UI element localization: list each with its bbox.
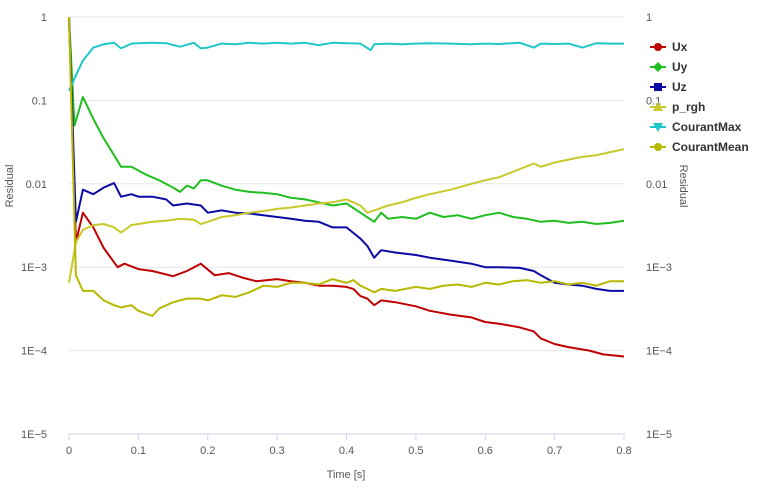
y-tick-label-right: 1E−3 bbox=[646, 262, 672, 274]
legend-marker-square bbox=[654, 83, 662, 91]
y-tick-label-right: 1E−4 bbox=[646, 346, 672, 358]
y-axis-title-left: Residual bbox=[4, 165, 16, 208]
x-tick-label: 0.6 bbox=[478, 445, 493, 457]
y-tick-label-right: 0.01 bbox=[646, 179, 667, 191]
legend-marker-triangle-down bbox=[653, 123, 663, 132]
legend-item-p-rgh[interactable]: p_rgh bbox=[650, 100, 705, 114]
x-tick-label: 0.2 bbox=[200, 445, 215, 457]
legend-marker-diamond bbox=[653, 62, 663, 72]
y-tick-label-right: 1 bbox=[646, 12, 652, 24]
x-tick-label: 0 bbox=[66, 445, 72, 457]
legend-item-courantmean[interactable]: CourantMean bbox=[650, 140, 749, 154]
y-tick-label-right: 1E−5 bbox=[646, 429, 672, 441]
legend-label: Ux bbox=[672, 40, 688, 54]
legend-label: p_rgh bbox=[672, 100, 705, 114]
x-axis-title: Time [s] bbox=[327, 469, 366, 481]
series-lines bbox=[68, 16, 625, 358]
x-tick-label: 0.8 bbox=[616, 445, 631, 457]
series-line-ux bbox=[68, 16, 625, 358]
y-tick-label-left: 1 bbox=[41, 12, 47, 24]
y-tick-label-left: 1E−3 bbox=[21, 262, 47, 274]
axes: 1 1 0.1 0.1 0.01 0.01 1E−3 1E−3 1E−4 1E−4 1E−5 1E−5… bbox=[21, 12, 672, 457]
legend-label: Uz bbox=[672, 80, 687, 94]
legend-label: Uy bbox=[672, 60, 688, 74]
legend: Ux Uy Uz p_rgh CourantMax CourantMean bbox=[650, 40, 749, 154]
grid-lines bbox=[69, 16, 624, 435]
legend-item-ux[interactable]: Ux bbox=[650, 40, 688, 54]
legend-marker-triangle bbox=[653, 102, 663, 111]
x-tick-label: 0.7 bbox=[547, 445, 562, 457]
legend-item-courantmax[interactable]: CourantMax bbox=[650, 120, 742, 134]
y-axis-title-right: Residual bbox=[677, 165, 689, 208]
x-tick-label: 0.3 bbox=[269, 445, 284, 457]
x-tick-label: 0.5 bbox=[408, 445, 423, 457]
legend-marker-circle bbox=[654, 143, 662, 151]
legend-item-uz[interactable]: Uz bbox=[650, 80, 687, 94]
y-tick-label-left: 0.1 bbox=[32, 95, 47, 107]
series-line-uy bbox=[68, 16, 625, 225]
legend-item-uy[interactable]: Uy bbox=[650, 60, 688, 74]
legend-label: CourantMax bbox=[672, 120, 742, 134]
y-tick-label-left: 1E−4 bbox=[21, 346, 47, 358]
y-tick-label-left: 1E−5 bbox=[21, 429, 47, 441]
y-tick-label-left: 0.01 bbox=[26, 179, 47, 191]
legend-marker-circle bbox=[654, 43, 662, 51]
x-tick-label: 0.4 bbox=[339, 445, 354, 457]
series-line-courantmax bbox=[68, 41, 624, 92]
series-line-uz bbox=[68, 16, 624, 292]
series-line-p-rgh bbox=[68, 148, 625, 283]
series-line-courantmean bbox=[68, 16, 624, 317]
x-tick-label: 0.1 bbox=[131, 445, 146, 457]
legend-label: CourantMean bbox=[672, 140, 749, 154]
